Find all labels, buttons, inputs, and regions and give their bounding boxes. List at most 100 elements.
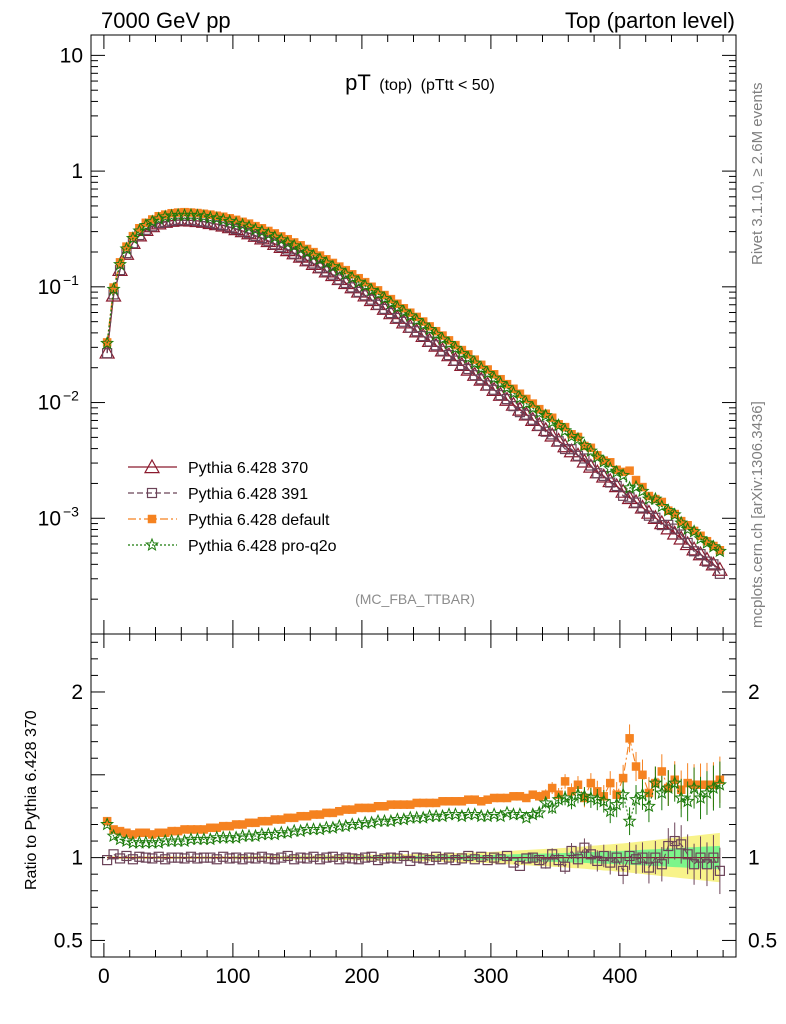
ratio-point-series-1 (289, 854, 300, 865)
main-point-series-3 (538, 408, 553, 422)
ratio-point-series-1 (714, 865, 725, 876)
ratio-point-series-3 (545, 800, 560, 814)
main-point-series-1 (476, 374, 487, 385)
ratio-point-series-3 (487, 807, 502, 821)
main-point-series-1 (598, 470, 609, 482)
main-point-series-3 (229, 215, 244, 230)
ratio-point-series-3 (306, 822, 321, 836)
y-tick-label-ratio-right: 0.5 (748, 929, 777, 952)
main-point-series-0 (440, 346, 457, 362)
ratio-point-series-1 (437, 854, 448, 865)
main-point-series-0 (705, 556, 722, 571)
ratio-point-series-3 (467, 807, 482, 821)
main-point-series-3 (338, 266, 353, 281)
ratio-point-series-1 (327, 851, 338, 862)
ratio-point-series-3 (241, 828, 256, 843)
ratio-point-series-1 (366, 851, 377, 862)
main-point-series-1 (392, 312, 403, 324)
ratio-point-series-1 (102, 854, 113, 866)
main-point-series-1 (405, 322, 416, 333)
ratio-line-series-1 (106, 840, 721, 873)
header-left: 7000 GeV pp (101, 8, 231, 33)
ratio-point-series-3 (635, 787, 650, 801)
ratio-point-series-2 (547, 783, 557, 793)
ratio-point-series-1 (624, 850, 635, 862)
ratio-point-series-1 (127, 854, 139, 865)
ratio-point-series-3 (364, 815, 379, 829)
ratio-point-series-3 (654, 785, 669, 800)
main-point-series-3 (467, 355, 482, 370)
main-point-series-3 (209, 211, 224, 225)
ratio-point-series-3 (203, 832, 218, 846)
ratio-point-series-3 (571, 787, 586, 801)
main-point-series-0 (460, 361, 477, 376)
main-point-series-1 (663, 519, 674, 530)
main-point-series-1 (514, 407, 526, 418)
ratio-point-series-1 (650, 852, 661, 863)
main-point-series-3 (216, 212, 231, 226)
main-point-series-3 (583, 443, 598, 458)
ratio-point-series-1 (643, 862, 655, 873)
ratio-point-series-3 (648, 775, 663, 790)
ratio-point-series-1 (172, 852, 184, 863)
main-point-series-3 (558, 423, 573, 437)
x-tick-label: 100 (215, 965, 250, 988)
ratio-point-series-3 (558, 790, 573, 804)
ratio-point-series-1 (360, 852, 371, 863)
ratio-point-series-3 (351, 817, 366, 831)
ratio-point-series-2 (638, 770, 647, 780)
ratio-point-series-3 (680, 793, 695, 808)
ratio-point-series-2 (657, 767, 667, 776)
main-point-series-3 (345, 270, 360, 284)
main-point-series-1 (424, 336, 435, 347)
main-point-series-3 (648, 491, 663, 506)
main-point-series-3 (383, 295, 398, 310)
ratio-point-series-1 (482, 854, 493, 866)
ratio-point-series-3 (409, 810, 424, 824)
main-point-series-3 (119, 241, 134, 255)
main-point-series-1 (301, 255, 313, 266)
ratio-point-series-1 (218, 851, 229, 862)
main-point-series-1 (102, 348, 113, 359)
main-point-series-3 (448, 340, 463, 355)
ratio-point-series-1 (282, 850, 293, 862)
ratio-point-series-1 (211, 854, 222, 865)
ratio-point-series-1 (340, 852, 351, 863)
y-tick-label-exp: −2 (63, 388, 79, 404)
main-point-series-1 (463, 363, 474, 375)
main-point-series-1 (314, 262, 326, 273)
main-point-series-1 (334, 274, 345, 285)
ratio-point-series-1 (553, 854, 564, 866)
main-point-series-3 (454, 346, 469, 360)
ratio-point-series-1 (630, 854, 642, 865)
main-point-series-2 (638, 482, 647, 492)
ratio-point-series-3 (667, 775, 682, 790)
main-point-series-1 (211, 219, 222, 230)
ratio-point-series-3 (377, 813, 392, 828)
ratio-point-series-1 (669, 835, 680, 847)
main-point-series-1 (656, 519, 667, 531)
x-tick-label: 400 (602, 965, 637, 988)
ratio-point-series-1 (476, 851, 487, 862)
ratio-point-series-3 (196, 832, 211, 846)
main-point-series-0 (660, 520, 677, 535)
ratio-point-series-3 (512, 807, 527, 821)
main-point-series-1 (585, 460, 596, 471)
main-point-series-0 (428, 337, 445, 352)
ratio-point-series-1 (147, 853, 158, 864)
main-point-series-2 (625, 466, 634, 475)
plot-title-sub1: (top) (379, 77, 412, 94)
ratio-point-series-3 (396, 812, 411, 826)
main-point-series-3 (687, 524, 702, 538)
ratio-ylabel: Ratio to Pythia 6.428 370 (23, 710, 40, 890)
main-point-series-0 (408, 323, 425, 338)
ratio-point-series-1 (114, 853, 126, 864)
main-point-series-1 (540, 426, 551, 437)
main-point-series-0 (686, 541, 703, 556)
ratio-point-series-3 (622, 813, 637, 828)
main-point-series-3 (635, 483, 650, 498)
main-point-series-1 (553, 436, 564, 447)
main-point-series-1 (682, 537, 693, 549)
ratio-point-series-1 (521, 853, 532, 864)
